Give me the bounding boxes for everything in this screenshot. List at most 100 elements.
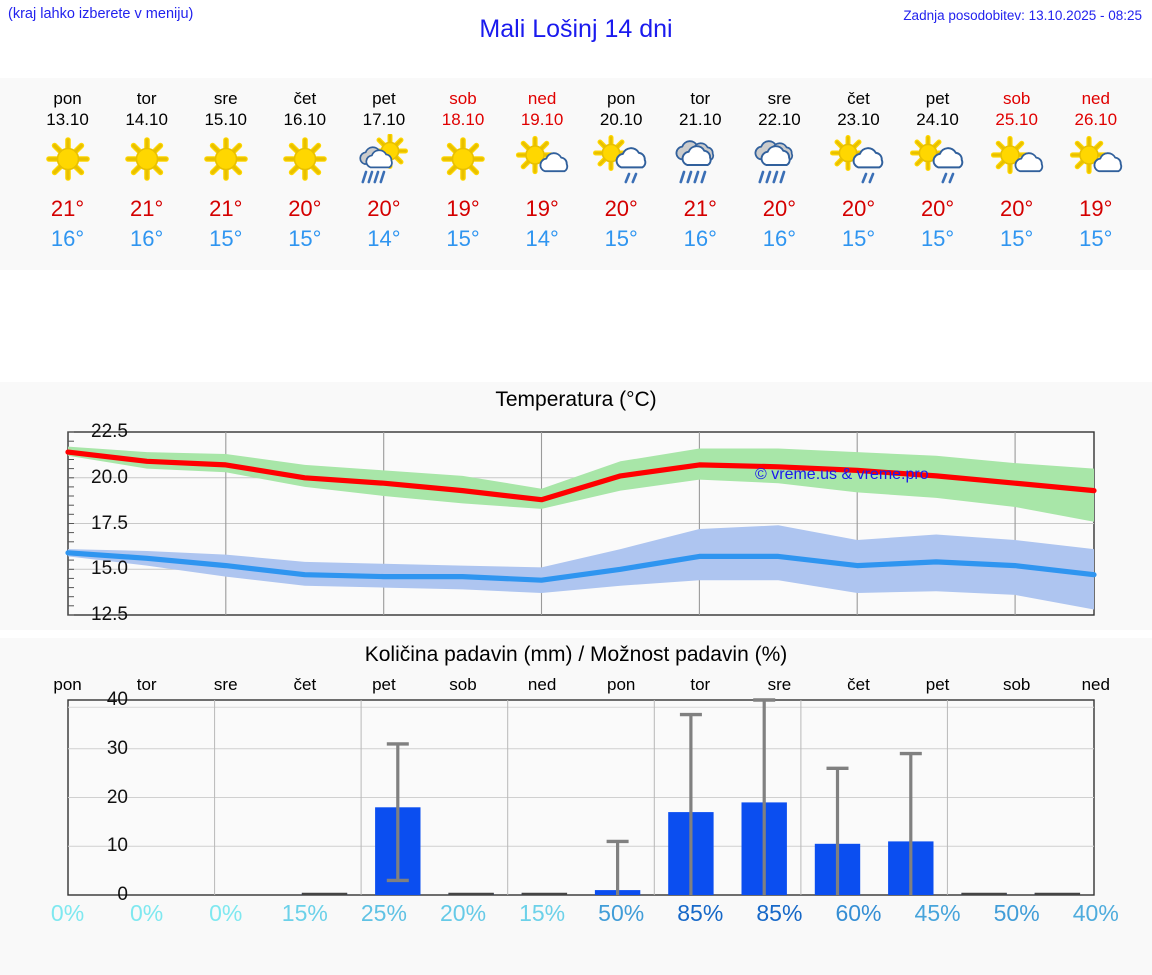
temp-y-tick: 15.0 (91, 558, 128, 580)
precip-probability: 15% (519, 900, 566, 926)
day-date: 15.10 (204, 110, 247, 129)
precip-day-label: pet (925, 675, 950, 694)
day-name: sob (1002, 89, 1031, 108)
day-column-26.10[interactable]: ned 26.10 19° 15° (1056, 78, 1135, 270)
precipitation-plot: 40 30 20 10 0 (67, 689, 1095, 905)
menu-hint-text: (kraj lahko izberete v meniju) (8, 6, 194, 22)
temp-min: 15° (920, 226, 955, 251)
sun-icon (435, 131, 491, 189)
sun-cloud-lightrain-icon (593, 131, 649, 189)
day-name: ned (1081, 89, 1110, 108)
temp-min: 16° (683, 226, 717, 251)
precip-probability: 0% (50, 900, 85, 926)
temperature-plot: 22.5 20.0 17.5 15.0 12.5 (65, 421, 1097, 625)
day-column-13.10[interactable]: pon 13.10 21° 16° (28, 78, 107, 270)
day-column-18.10[interactable]: sob 18.10 19° 15° (423, 78, 502, 270)
precip-y-tick: 0 (117, 884, 128, 905)
day-date: 23.10 (837, 110, 880, 129)
day-column-19.10[interactable]: ned 19.10 19° 14° (503, 78, 582, 270)
precip-day-label: sob (449, 675, 477, 694)
day-column-21.10[interactable]: tor 21.10 21° 16° (661, 78, 740, 270)
temp-max: 20° (841, 196, 876, 221)
precipitation-probability-row: 0% 0% 0% 15% 25% 20% 15% 50% 85% 85% 60% 45% 50% 40% (0, 900, 1152, 940)
cloud-rain-icon (672, 131, 728, 189)
day-date: 25.10 (995, 110, 1038, 129)
temp-max: 20° (920, 196, 955, 221)
day-name: ned (527, 89, 557, 108)
precipitation-day-labels: pon tor sre čet pet sob ned pon tor sre čet pet sob n… (0, 675, 1152, 699)
temp-min: 15° (604, 226, 638, 251)
temp-max: 21° (209, 196, 243, 221)
temp-max: 20° (762, 196, 797, 221)
cloud-rain-icon (751, 131, 807, 189)
day-column-17.10[interactable]: pet 17.10 20° 14° (344, 78, 423, 270)
temp-max: 20° (1000, 196, 1034, 221)
day-date: 18.10 (441, 110, 485, 129)
day-date: 16.10 (283, 110, 327, 129)
day-column-25.10[interactable]: sob 25.10 20° 15° (977, 78, 1056, 270)
precip-day-label: pon (607, 675, 636, 694)
precip-day-label: sre (767, 675, 792, 694)
day-name: pon (53, 89, 82, 108)
temp-y-tick: 20.0 (91, 466, 128, 488)
temp-max: 20° (367, 196, 401, 221)
day-date: 14.10 (125, 110, 168, 129)
temp-min: 14° (525, 226, 559, 251)
temp-y-tick: 22.5 (91, 421, 128, 442)
day-date: 17.10 (362, 110, 406, 129)
day-name: sob (449, 89, 477, 108)
daily-forecast-strip: pon 13.10 21° 16° tor 14.10 21° 16° sre 15.10 21° 1… (0, 78, 1152, 270)
temp-max: 21° (683, 196, 717, 221)
precip-probability: 15% (281, 900, 328, 926)
precip-day-label: sob (1002, 675, 1031, 694)
sun-cloud-icon (989, 131, 1045, 189)
day-name: čet (293, 89, 317, 108)
day-column-14.10[interactable]: tor 14.10 21° 16° (107, 78, 186, 270)
sun-icon (277, 131, 333, 189)
precip-day-label: sre (213, 675, 238, 694)
page-header: (kraj lahko izberete v meniju) Mali Loši… (0, 0, 1152, 72)
day-column-16.10[interactable]: čet 16.10 20° 15° (265, 78, 344, 270)
temp-min: 15° (288, 226, 322, 251)
day-column-23.10[interactable]: čet 23.10 20° 15° (819, 78, 898, 270)
sun-cloud-rain-icon (356, 131, 412, 189)
precip-probability: 85% (756, 900, 803, 926)
precip-day-label: ned (1081, 675, 1110, 694)
day-column-20.10[interactable]: pon 20.10 20° 15° (582, 78, 661, 270)
precip-day-label: pon (53, 675, 82, 694)
day-name: sre (767, 89, 792, 108)
temp-min: 15° (446, 226, 480, 251)
sun-cloud-icon (514, 131, 570, 189)
precip-probability: 25% (360, 900, 407, 926)
precip-day-label: ned (527, 675, 557, 694)
day-date: 22.10 (758, 110, 801, 129)
sun-icon (119, 131, 175, 189)
day-date: 26.10 (1074, 110, 1118, 129)
day-name: pet (372, 89, 396, 108)
precip-day-label: tor (136, 675, 157, 694)
temp-max: 19° (446, 196, 480, 221)
precip-probability: 20% (439, 900, 487, 926)
precip-probability: 0% (209, 900, 243, 926)
precip-day-label: pet (372, 675, 396, 694)
last-updated-text: Zadnja posodobitev: 13.10.2025 - 08:25 (903, 8, 1142, 23)
sun-cloud-lightrain-icon (909, 131, 966, 189)
day-name: čet (847, 89, 870, 108)
day-column-15.10[interactable]: sre 15.10 21° 15° (186, 78, 265, 270)
day-column-22.10[interactable]: sre 22.10 20° 16° (740, 78, 819, 270)
day-column-24.10[interactable]: pet 24.10 20° 15° (898, 78, 977, 270)
precip-day-label: čet (293, 675, 317, 694)
day-name: tor (136, 89, 157, 108)
temp-max: 21° (50, 196, 85, 221)
precip-probability: 50% (598, 900, 645, 926)
day-date: 13.10 (46, 110, 89, 129)
temp-max: 19° (525, 196, 559, 221)
temp-min: 16° (50, 226, 85, 251)
sun-cloud-lightrain-icon (830, 131, 886, 189)
sun-cloud-icon (1068, 131, 1124, 189)
precip-probability: 85% (677, 900, 724, 926)
temp-y-tick: 12.5 (91, 604, 128, 625)
temperature-chart-title: Temperatura (°C) (495, 388, 657, 411)
watermark-text: © vreme.us & vreme.pro (755, 466, 929, 483)
day-name: sre (213, 89, 238, 108)
